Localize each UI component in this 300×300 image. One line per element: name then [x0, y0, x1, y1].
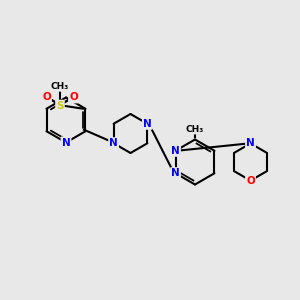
- Text: S: S: [56, 101, 64, 111]
- Text: O: O: [42, 92, 51, 102]
- Text: O: O: [246, 176, 255, 186]
- Text: N: N: [109, 138, 118, 148]
- Text: N: N: [171, 146, 180, 156]
- Text: O: O: [69, 92, 78, 102]
- Text: N: N: [143, 119, 152, 129]
- Text: CH₃: CH₃: [186, 124, 204, 134]
- Text: N: N: [61, 137, 70, 148]
- Text: N: N: [171, 168, 180, 178]
- Text: CH₃: CH₃: [51, 82, 69, 91]
- Text: N: N: [246, 138, 255, 148]
